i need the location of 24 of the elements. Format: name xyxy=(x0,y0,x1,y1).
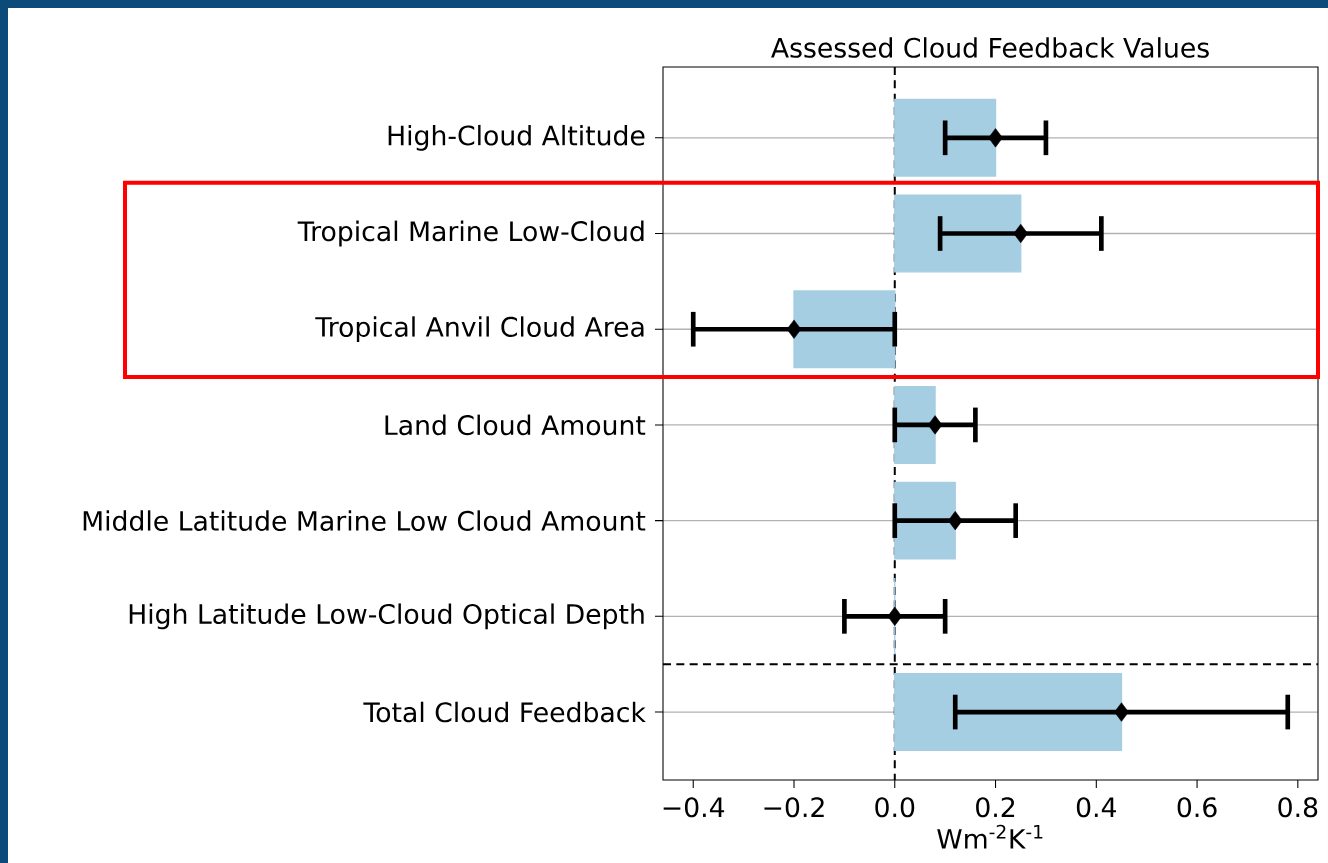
x-tick-label: 0.0 xyxy=(875,797,915,818)
chart-title: Assessed Cloud Feedback Values xyxy=(771,37,1209,58)
x-tick-label: 0.6 xyxy=(1177,797,1217,818)
x-tick-label: 0.4 xyxy=(1076,797,1117,818)
point xyxy=(1013,223,1028,244)
point xyxy=(1114,702,1129,722)
x-axis-title: Wm$^{-2}$K$^{-1}$ xyxy=(937,824,1043,849)
point xyxy=(786,319,802,339)
y-tick-label: Tropical Marine Low-Cloud xyxy=(297,220,644,247)
y-tick-label: Tropical Anvil Cloud Area xyxy=(315,316,644,343)
bar xyxy=(894,98,997,177)
y-tick-label: Total Cloud Feedback xyxy=(363,701,646,723)
point xyxy=(947,511,963,531)
x-tick-label: −0.2 xyxy=(764,797,824,818)
y-tick-label: High-Cloud Altitude xyxy=(388,124,645,151)
x-tick-label: 0.2 xyxy=(976,797,1015,818)
y-tick-label: Middle Latitude Marine Low Cloud Amount xyxy=(83,510,646,531)
point xyxy=(927,415,943,435)
x-tick-label: −0.4 xyxy=(663,797,725,818)
y-tick-label: Land Cloud Amount xyxy=(385,414,646,436)
y-tick-label: High Latitude Low-Cloud Optical Depth xyxy=(129,603,644,630)
point xyxy=(988,128,1003,148)
x-tick-label: 0.8 xyxy=(1278,797,1318,818)
point xyxy=(887,606,903,626)
